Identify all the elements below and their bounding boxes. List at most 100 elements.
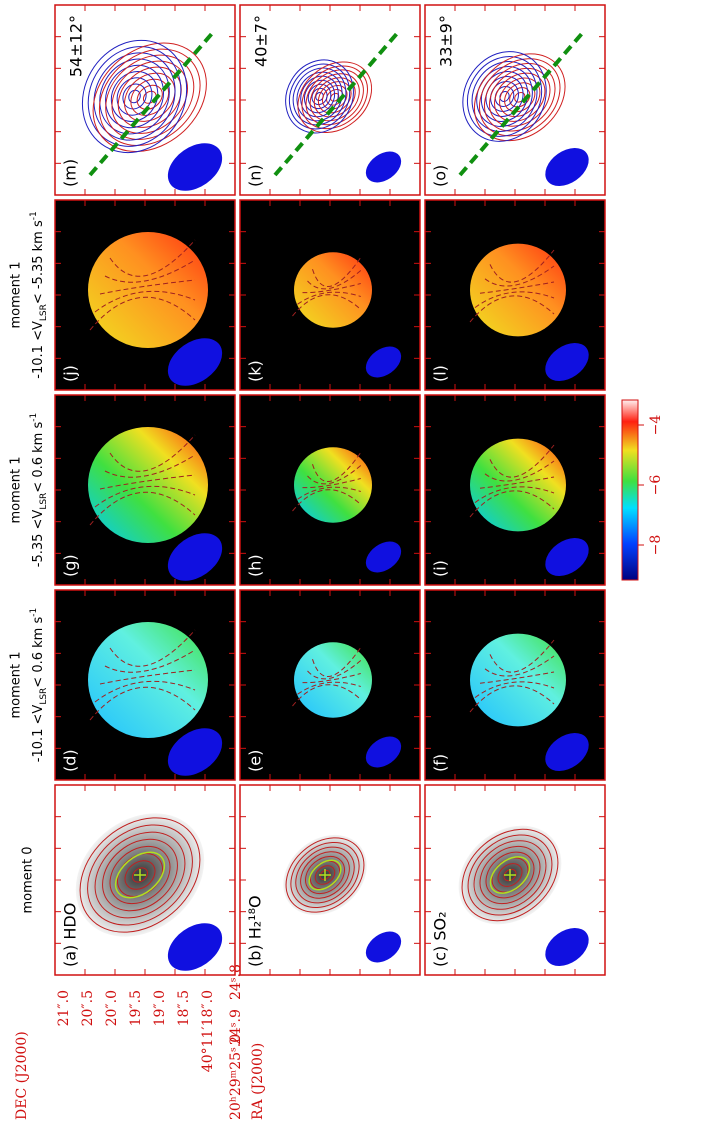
panel-label: (f) — [431, 754, 450, 772]
panel-label: (b) H₂¹⁸O — [246, 895, 265, 967]
red-contour — [504, 82, 536, 113]
colorbar — [621, 399, 639, 581]
panel: (f) — [424, 589, 606, 781]
range-part: -1 — [29, 608, 39, 617]
velocity-map — [470, 438, 566, 532]
angle-label: 40±7° — [252, 15, 271, 67]
velocity-contour — [104, 259, 196, 283]
velocity-contour — [307, 660, 362, 680]
velocity-contour — [99, 474, 196, 490]
velocity-map — [294, 252, 372, 328]
intensity-contour — [132, 867, 148, 883]
velocity-contour — [104, 454, 196, 478]
red-contour — [111, 60, 188, 134]
velocity-map — [88, 427, 208, 543]
intensity-contour — [473, 840, 547, 910]
intensity-contour — [319, 869, 331, 881]
red-contour — [478, 58, 561, 137]
beam — [545, 537, 589, 577]
intensity-contour — [124, 860, 156, 890]
velocity-map — [88, 622, 208, 738]
velocity-contour — [484, 265, 555, 287]
panel-label: (m) — [61, 159, 80, 187]
intensity-contour — [295, 846, 355, 904]
intensity-contour — [87, 824, 193, 926]
intensity-contour — [300, 851, 350, 899]
velocity-contour — [297, 291, 361, 305]
velocity-contour — [474, 681, 555, 699]
intensity-contour — [285, 837, 365, 913]
range-part: -5.35 <V — [31, 510, 46, 568]
beam — [365, 346, 402, 378]
panel-label: (k) — [246, 360, 265, 382]
red-contour — [494, 72, 546, 122]
panel: (d) — [54, 589, 236, 781]
panel-label: (e) — [246, 750, 265, 772]
blue-contour — [116, 77, 153, 116]
velocity-contour — [479, 671, 555, 684]
row-header: moment 1 — [9, 651, 24, 718]
beam — [365, 541, 402, 573]
red-contour — [321, 85, 348, 110]
blue-contour — [93, 52, 176, 141]
velocity-contour — [489, 639, 555, 673]
angle-label: 54±12° — [67, 15, 86, 77]
velocity-contour — [307, 465, 362, 485]
velocity-contour — [104, 649, 196, 673]
panel-label: (g) — [61, 554, 80, 577]
velocity-contour — [89, 686, 196, 721]
continuum-contour — [489, 856, 531, 894]
intensity-contour — [290, 841, 360, 909]
panel-label: (n) — [246, 164, 265, 187]
velocity-contour — [109, 239, 196, 277]
dec-tick-label: 20″.0 — [104, 990, 120, 1026]
velocity-contour — [94, 485, 196, 508]
velocity-contour — [469, 295, 555, 323]
dec-tick-label: 19″.0 — [152, 990, 168, 1026]
dec-tick-label: 19″.5 — [128, 990, 144, 1026]
velocity-contour — [99, 279, 196, 295]
row-header: moment 0 — [21, 846, 36, 913]
ra-tick-label: 24ˢ.9 — [228, 1009, 244, 1045]
ra-tick-label: 24ˢ.8 — [228, 964, 244, 1000]
beam — [167, 143, 223, 191]
panel: (o) — [424, 4, 606, 196]
panel: (g) — [54, 394, 236, 586]
blue-contour — [288, 63, 351, 130]
panel: (n) — [239, 4, 421, 196]
velocity-range: -10.1 <VLSR< 0.6 km s-1 — [29, 608, 49, 762]
ra-tick-label: 20ʰ29ᵐ25ˢ.0 — [228, 1034, 244, 1120]
red-contour — [473, 53, 566, 142]
panel-label: (l) — [431, 365, 450, 382]
range-part: -1 — [29, 211, 39, 220]
blue-contour — [99, 58, 170, 135]
panel: (i) — [424, 394, 606, 586]
intensity-contour — [467, 834, 553, 916]
beam — [365, 931, 402, 963]
panel: (e) — [239, 589, 421, 781]
beam — [167, 923, 223, 971]
velocity-map — [294, 642, 372, 718]
velocity-contour — [307, 270, 362, 290]
intensity-contour — [79, 817, 201, 933]
row-header: moment 1 — [9, 261, 24, 328]
range-part: -10.1 <V — [31, 321, 46, 379]
beam — [167, 338, 223, 386]
panel-label: (i) — [431, 560, 450, 577]
panel: (j) — [54, 199, 236, 391]
velocity-contour — [312, 647, 362, 677]
velocity-contour — [484, 460, 555, 482]
blue-contour — [296, 71, 343, 122]
velocity-contour — [469, 490, 555, 518]
velocity-contour — [292, 489, 362, 512]
panel-label: (a) HDO — [61, 903, 80, 967]
velocity-contour — [302, 283, 361, 294]
blue-contour — [307, 83, 332, 110]
velocity-contour — [479, 476, 555, 489]
panel-label: (d) — [61, 749, 80, 772]
velocity-contour — [489, 249, 555, 283]
blue-contour — [292, 67, 347, 126]
dec-tick-label: 21″.0 — [56, 990, 72, 1026]
intensity-contour — [503, 868, 517, 882]
